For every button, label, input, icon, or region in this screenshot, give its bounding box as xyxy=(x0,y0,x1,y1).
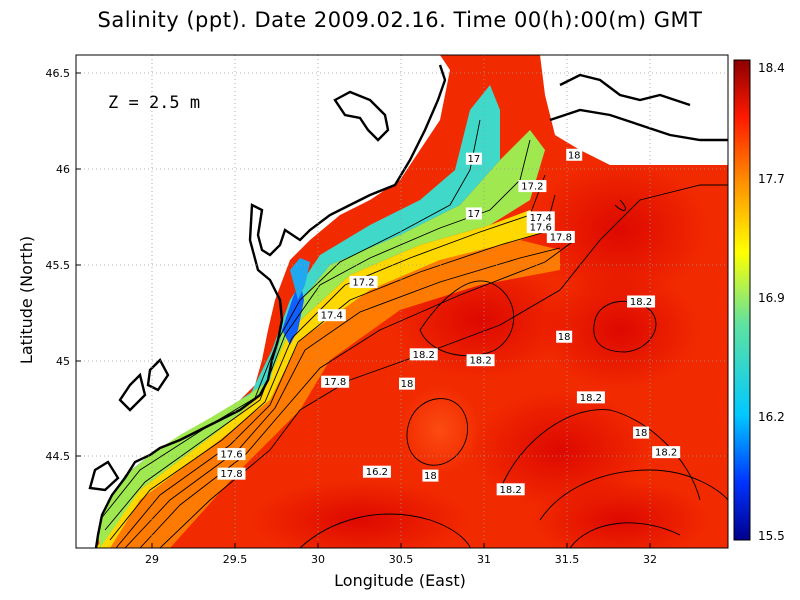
tick-marks xyxy=(76,72,651,548)
y-tick-label: 44.5 xyxy=(46,450,71,463)
x-axis-title: Longitude (East) xyxy=(334,571,466,590)
contour-label-box xyxy=(399,377,416,390)
colorbar-tick-label: 18.4 xyxy=(758,61,785,75)
depth-label: Z = 2.5 m xyxy=(108,93,200,113)
contour-label-box xyxy=(526,221,555,234)
contour-label-box xyxy=(465,207,482,220)
y-axis-title: Latitude (North) xyxy=(17,236,36,364)
contour-label-box xyxy=(627,295,656,308)
contour-label: 17.8 xyxy=(550,232,572,243)
contour-label-box xyxy=(217,467,246,480)
plot-frame xyxy=(75,54,729,549)
contour-label-box xyxy=(217,448,246,461)
contour-label: 18 xyxy=(568,150,581,161)
contour-label: 17.4 xyxy=(321,311,343,322)
contour-label-box xyxy=(321,375,350,388)
contour-label: 17.8 xyxy=(220,469,242,480)
contour-label: 18 xyxy=(401,379,414,390)
y-tick-label: 45.5 xyxy=(46,259,71,272)
contour-label-box xyxy=(466,354,495,367)
contour-label-box xyxy=(317,309,346,322)
x-tick-label: 29.5 xyxy=(223,553,248,566)
contour-label: 17.8 xyxy=(324,377,346,388)
contour-label-box xyxy=(652,446,681,459)
contour-label-box xyxy=(556,330,573,343)
contour-label-box xyxy=(422,469,439,482)
gridlines xyxy=(76,55,728,548)
contour-label: 17 xyxy=(468,209,481,220)
contour-label: 18 xyxy=(424,471,437,482)
contour-label-box xyxy=(576,391,605,404)
contour-label-box xyxy=(566,148,583,161)
colorbar-tick-label: 17.7 xyxy=(758,172,785,186)
contour-label: 18.2 xyxy=(655,448,677,459)
contour-label: 18 xyxy=(558,332,571,343)
contour-label: 17.2 xyxy=(352,277,374,288)
contour-label: 18.2 xyxy=(500,485,522,496)
x-tick-label: 29 xyxy=(145,553,159,566)
contour-label: 17 xyxy=(468,154,481,165)
contour-label: 18.2 xyxy=(630,297,652,308)
contour-label-box xyxy=(526,211,555,224)
x-tick-label: 31.5 xyxy=(555,553,580,566)
colorbar-tick-label: 16.9 xyxy=(758,291,785,305)
contour-label-box xyxy=(546,230,575,243)
contour-label: 18.2 xyxy=(580,393,602,404)
contour-label: 18.2 xyxy=(413,350,435,361)
contour-label-box xyxy=(349,275,378,288)
coastline xyxy=(88,64,728,548)
y-tick-label: 46 xyxy=(56,163,70,176)
contour-label: 16.2 xyxy=(366,467,388,478)
contour-label-box xyxy=(465,152,482,165)
contour-label: 17.2 xyxy=(521,182,543,193)
x-tick-label: 31 xyxy=(477,553,491,566)
contour-label-box xyxy=(496,483,525,496)
contour-label: 17.6 xyxy=(530,223,552,234)
colorbar-tick-label: 16.2 xyxy=(758,410,785,424)
contour-label-box xyxy=(633,426,650,439)
contour-label: 17.6 xyxy=(220,450,242,461)
y-tick-label: 45 xyxy=(56,355,70,368)
x-tick-label: 32 xyxy=(643,553,657,566)
colorbar-tick-label: 15.5 xyxy=(758,529,785,543)
y-tick-label: 46.5 xyxy=(46,67,71,80)
land-mass xyxy=(76,55,450,548)
page-title: Salinity (ppt). Date 2009.02.16. Time 00… xyxy=(97,8,703,32)
contour-label-box xyxy=(518,180,547,193)
contour-label-box xyxy=(409,348,438,361)
x-tick-label: 30.5 xyxy=(389,553,414,566)
contour-label-box xyxy=(362,465,391,478)
x-tick-label: 30 xyxy=(311,553,325,566)
contour-label: 18 xyxy=(635,428,648,439)
contour-label: 17.4 xyxy=(530,213,552,224)
contour-label: 18.2 xyxy=(469,356,491,367)
colorbar xyxy=(733,59,751,541)
